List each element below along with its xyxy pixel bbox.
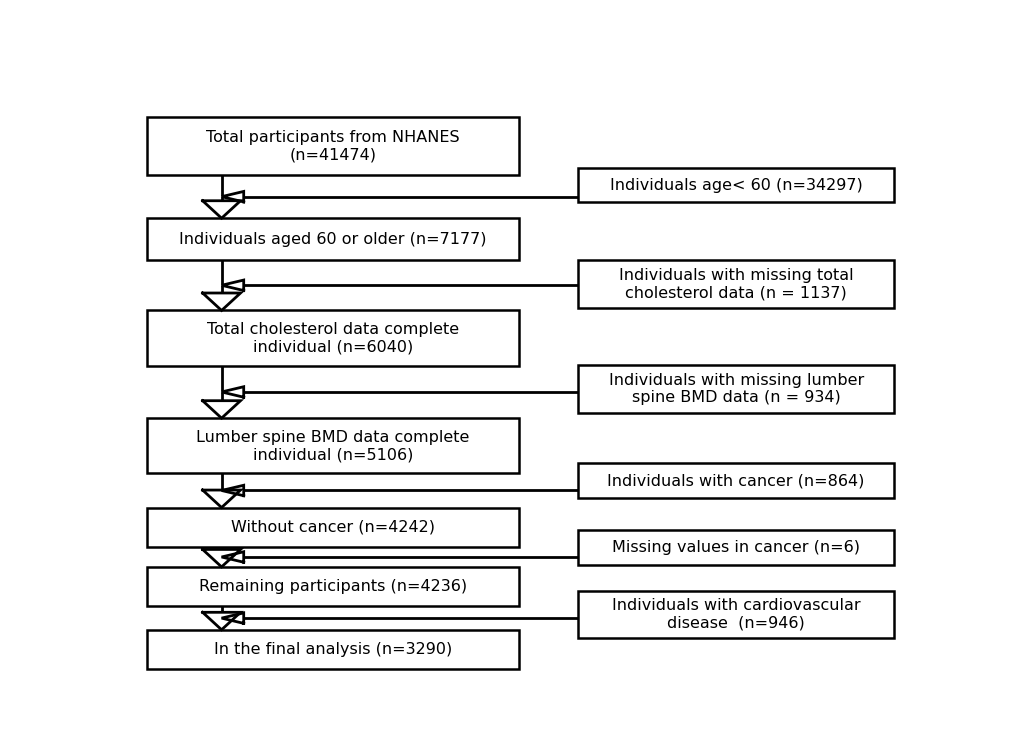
Text: Individuals with missing total
cholesterol data (n = 1137): Individuals with missing total cholester… [619,268,853,300]
Text: Total participants from NHANES
(n=41474): Total participants from NHANES (n=41474) [206,130,460,163]
Bar [147,507,519,547]
Polygon shape [221,387,244,397]
Text: Individuals aged 60 or older (n=7177): Individuals aged 60 or older (n=7177) [179,231,486,246]
Bar [578,590,894,639]
Text: In the final analysis (n=3290): In the final analysis (n=3290) [214,642,451,657]
Text: Individuals with missing lumber
spine BMD data (n = 934): Individuals with missing lumber spine BM… [608,373,863,405]
Polygon shape [221,485,244,496]
Polygon shape [221,280,244,290]
Bar [147,218,519,260]
Polygon shape [203,550,240,567]
Bar [578,260,894,308]
Bar [147,630,519,669]
Text: Without cancer (n=4242): Without cancer (n=4242) [230,520,435,534]
Bar [147,567,519,606]
Bar [147,418,519,473]
Bar [578,168,894,203]
Polygon shape [203,201,240,218]
Bar [147,311,519,366]
Bar [578,463,894,498]
Text: Lumber spine BMD data complete
individual (n=5106): Lumber spine BMD data complete individua… [196,429,470,462]
Polygon shape [203,490,240,507]
Bar [147,117,519,175]
Text: Individuals with cardiovascular
disease  (n=946): Individuals with cardiovascular disease … [611,599,860,631]
Bar [578,530,894,565]
Text: Remaining participants (n=4236): Remaining participants (n=4236) [199,579,467,594]
Polygon shape [221,191,244,202]
Text: Total cholesterol data complete
individual (n=6040): Total cholesterol data complete individu… [207,322,459,355]
Polygon shape [203,401,240,418]
Polygon shape [203,293,240,311]
Text: Individuals with cancer (n=864): Individuals with cancer (n=864) [607,473,864,488]
Bar [578,365,894,413]
Polygon shape [203,612,240,630]
Text: Missing values in cancer (n=6): Missing values in cancer (n=6) [611,541,859,555]
Polygon shape [221,613,244,624]
Polygon shape [221,552,244,562]
Text: Individuals age< 60 (n=34297): Individuals age< 60 (n=34297) [609,178,862,193]
